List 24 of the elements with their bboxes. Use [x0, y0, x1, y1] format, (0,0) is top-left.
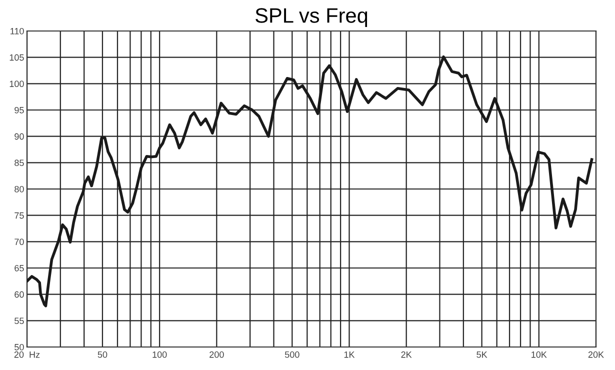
y-tick-label: 80	[14, 186, 24, 192]
x-tick-label: 1K	[344, 352, 355, 358]
y-tick-label: 55	[14, 318, 24, 324]
y-tick-label: 75	[14, 212, 24, 219]
x-tick-label: 10K	[532, 351, 547, 358]
chart-title: SPL vs Freq	[256, 8, 368, 27]
y-tick-label: 70	[14, 238, 24, 246]
y-tick-label: 50	[14, 344, 24, 350]
y-tick-label: 85	[14, 160, 24, 166]
x-tick-label: 20 Hz	[14, 351, 40, 358]
x-tick-label: 5K	[476, 352, 488, 358]
x-tick-label: 500	[284, 351, 300, 358]
x-tick-label: 100	[152, 351, 167, 358]
x-tick-label: 200	[210, 351, 224, 358]
y-tick-label: 95	[14, 106, 24, 114]
y-tick-label: 110	[10, 28, 24, 34]
y-tick-label: 105	[10, 54, 24, 61]
y-tick-label: 90	[14, 133, 24, 140]
y-tick-label: 65	[14, 264, 24, 272]
x-tick-label: 20K	[588, 351, 604, 358]
y-tick-label: 100	[10, 80, 24, 88]
x-tick-label: 2K	[401, 351, 412, 358]
y-tick-label: 60	[14, 291, 24, 298]
x-tick-label: 50	[98, 351, 108, 358]
